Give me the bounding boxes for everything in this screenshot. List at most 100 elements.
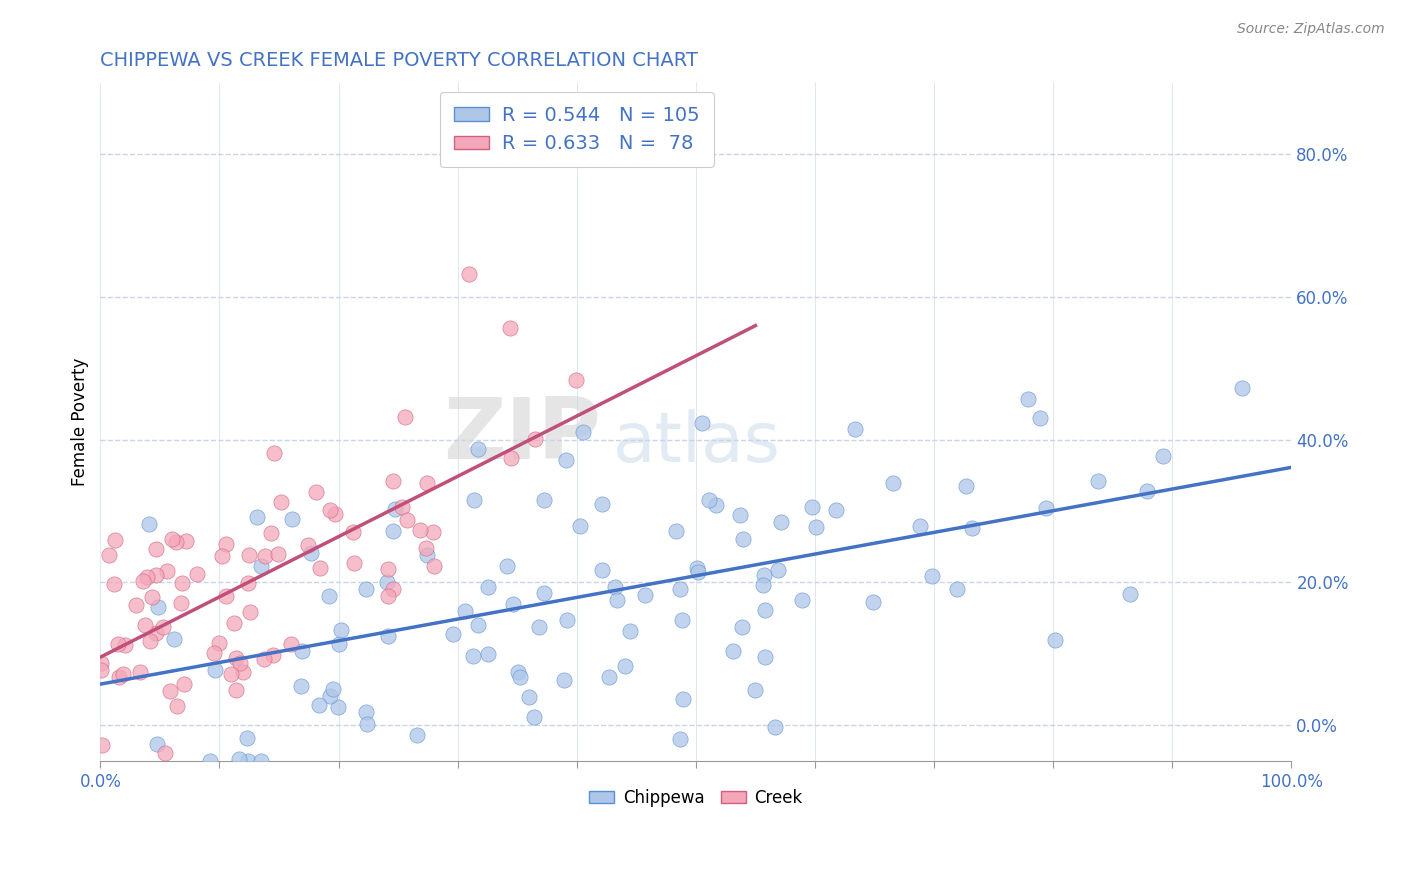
Point xyxy=(280,636,302,650)
Point xyxy=(422,524,444,539)
Point xyxy=(299,546,322,560)
Point xyxy=(377,574,399,589)
Point xyxy=(304,485,326,500)
Point xyxy=(384,502,406,516)
Point xyxy=(153,747,176,761)
Point xyxy=(463,492,485,507)
Point xyxy=(634,589,657,603)
Point xyxy=(754,650,776,665)
Text: ZIP: ZIP xyxy=(443,393,600,477)
Point xyxy=(477,648,499,662)
Point xyxy=(569,518,592,533)
Point xyxy=(792,592,814,607)
Point xyxy=(146,738,169,752)
Point xyxy=(697,493,720,508)
Point xyxy=(114,638,136,652)
Point xyxy=(704,498,727,512)
Point xyxy=(686,565,709,579)
Point xyxy=(263,446,285,460)
Point xyxy=(804,520,827,534)
Point xyxy=(176,533,198,548)
Point xyxy=(356,582,378,597)
Point xyxy=(139,634,162,648)
Point xyxy=(685,561,707,575)
Point xyxy=(356,717,378,731)
Point xyxy=(671,613,693,627)
Point xyxy=(112,666,135,681)
Point xyxy=(145,541,167,556)
Point xyxy=(107,670,129,684)
Point xyxy=(506,665,529,679)
Point xyxy=(1017,392,1039,407)
Point xyxy=(221,667,243,681)
Point xyxy=(90,656,112,670)
Point xyxy=(752,578,775,592)
Point xyxy=(354,705,377,719)
Point xyxy=(319,503,342,517)
Point xyxy=(91,738,114,752)
Point xyxy=(381,475,404,489)
Point xyxy=(908,518,931,533)
Point xyxy=(262,648,284,662)
Point xyxy=(250,754,273,768)
Point xyxy=(1152,449,1174,463)
Point xyxy=(136,569,159,583)
Point xyxy=(1035,501,1057,516)
Point xyxy=(467,442,489,457)
Point xyxy=(132,574,155,588)
Point xyxy=(529,620,551,634)
Point xyxy=(290,679,312,693)
Point xyxy=(173,677,195,691)
Point xyxy=(204,663,226,677)
Point xyxy=(166,698,188,713)
Point xyxy=(145,625,167,640)
Point xyxy=(1230,381,1253,395)
Point xyxy=(467,617,489,632)
Point xyxy=(391,500,413,515)
Point xyxy=(955,479,977,493)
Y-axis label: Female Poverty: Female Poverty xyxy=(72,358,89,486)
Point xyxy=(198,754,221,768)
Point xyxy=(381,524,404,538)
Point xyxy=(141,590,163,604)
Point xyxy=(882,476,904,491)
Point xyxy=(754,603,776,617)
Point xyxy=(533,585,555,599)
Point xyxy=(207,636,229,650)
Point xyxy=(224,615,246,630)
Point xyxy=(423,558,446,573)
Point xyxy=(290,644,312,658)
Point xyxy=(318,589,340,603)
Point xyxy=(844,422,866,436)
Point xyxy=(415,475,437,490)
Point xyxy=(104,533,127,547)
Point xyxy=(254,549,277,563)
Point xyxy=(499,321,522,335)
Point xyxy=(156,564,179,578)
Point xyxy=(229,657,252,671)
Point xyxy=(128,665,150,680)
Point xyxy=(733,533,755,547)
Point xyxy=(270,495,292,509)
Point xyxy=(250,558,273,573)
Point xyxy=(1043,633,1066,648)
Point xyxy=(770,515,793,529)
Text: Source: ZipAtlas.com: Source: ZipAtlas.com xyxy=(1237,22,1385,37)
Point xyxy=(744,682,766,697)
Point xyxy=(138,516,160,531)
Point xyxy=(329,623,352,637)
Point xyxy=(728,508,751,522)
Point xyxy=(225,683,247,698)
Point xyxy=(394,409,416,424)
Point xyxy=(297,538,319,552)
Point xyxy=(186,567,208,582)
Point xyxy=(517,690,540,705)
Point xyxy=(501,450,523,465)
Text: atlas: atlas xyxy=(613,409,780,475)
Point xyxy=(862,595,884,609)
Point xyxy=(598,670,620,684)
Point xyxy=(377,562,399,576)
Point xyxy=(238,548,260,562)
Point xyxy=(591,497,613,511)
Point xyxy=(665,524,688,538)
